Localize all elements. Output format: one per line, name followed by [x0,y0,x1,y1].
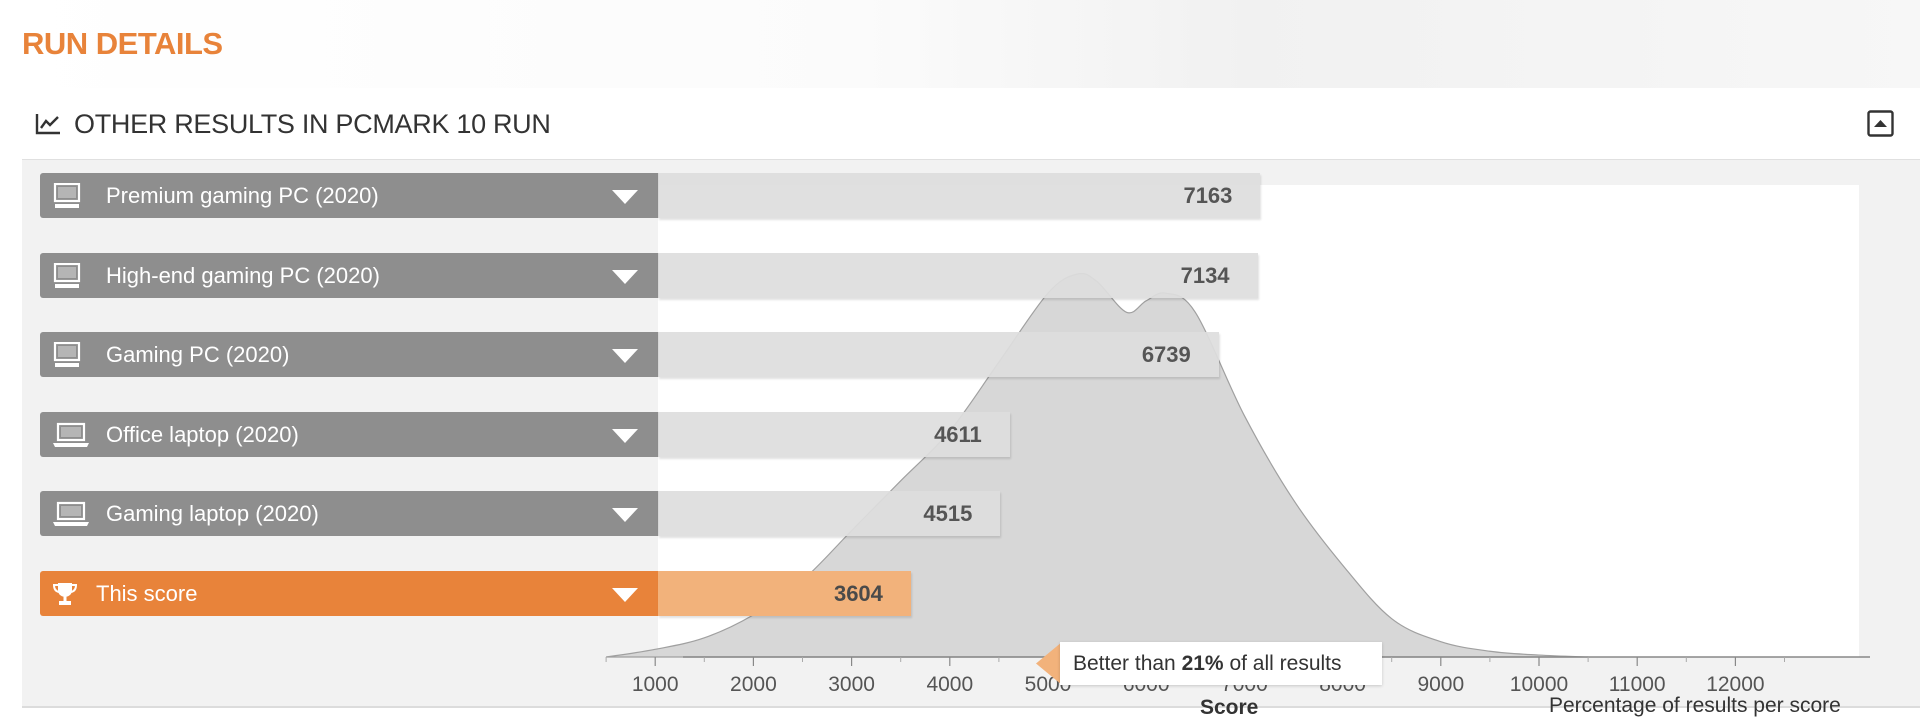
row-label: Gaming laptop (2020) [106,501,319,526]
x-tick-label: 10000 [1510,673,1568,696]
chevron-down-icon[interactable] [611,269,639,290]
chevron-down-icon[interactable] [611,189,639,210]
line-chart-icon [34,112,62,141]
x-tick-label: 3000 [828,673,875,696]
chevron-down-icon[interactable] [611,348,639,369]
chart-area: 1000200030004000500060007000800090001000… [22,160,1920,719]
callout-prefix: Better than [1073,652,1176,675]
score-bar: 3604 [658,570,911,616]
desktop-icon [52,341,82,373]
bar-value: 7163 [1183,183,1233,208]
callout-percent: 21% [1181,652,1224,675]
page-title: RUN DETAILS [22,26,223,61]
laptop-icon [52,501,90,532]
desktop-icon [52,182,82,214]
bar-value: 6739 [1141,342,1191,367]
result-row[interactable]: Gaming PC (2020) [40,332,659,377]
bar-value: 4611 [934,421,982,447]
desktop-icon [52,262,82,294]
result-row[interactable]: Premium gaming PC (2020) [40,173,659,218]
score-bar: 7134 [658,252,1258,298]
callout-arrow [1036,642,1062,685]
row-label: Gaming PC (2020) [106,342,290,367]
header-band [0,0,1920,88]
x-tick-label: 9000 [1417,673,1464,696]
score-bar: 7163 [658,173,1261,218]
row-label: This score [96,580,198,606]
x-tick-label: 11000 [1609,673,1666,696]
result-row[interactable]: Gaming laptop (2020) [40,491,659,536]
row-label: Office laptop (2020) [106,421,299,447]
score-bar: 4515 [658,491,1001,536]
callout-suffix: of all results [1229,652,1342,675]
row-label: High-end gaming PC (2020) [106,262,380,288]
chevron-down-icon[interactable] [611,587,639,608]
results-panel: OTHER RESULTS IN PCMARK 10 RUN 1000 2000 3… [22,88,1920,719]
panel-header: OTHER RESULTS IN PCMARK 10 RUN [22,88,1920,160]
x-axis-title: Score [1200,696,1259,719]
score-bar: 4611 [658,411,1010,457]
panel-title: OTHER RESULTS IN PCMARK 10 RUN [74,109,551,139]
distribution-label: Percentage of results per score [1549,694,1841,717]
x-tick-label: 12000 [1706,673,1764,696]
bar-value: 7134 [1180,262,1230,288]
bar-value: 3604 [833,580,883,606]
callout-text: Better than 21% of all results [1060,642,1382,685]
chevron-down-icon[interactable] [611,428,639,449]
x-tick-label: 1000 [632,673,679,696]
score-bar: 6739 [658,332,1219,377]
bar-value: 4515 [923,501,973,526]
result-row[interactable]: Office laptop (2020) [40,411,659,457]
chevron-down-icon[interactable] [611,507,639,528]
x-tick-label: 4000 [926,673,973,696]
result-row[interactable]: High-end gaming PC (2020) [40,252,659,298]
laptop-icon [52,422,90,453]
this-score-row[interactable]: This score [40,570,659,616]
x-tick-label: 2000 [730,673,777,696]
row-label: Premium gaming PC (2020) [106,183,379,208]
collapse-icon[interactable] [1867,110,1894,142]
trophy-icon [52,581,78,612]
